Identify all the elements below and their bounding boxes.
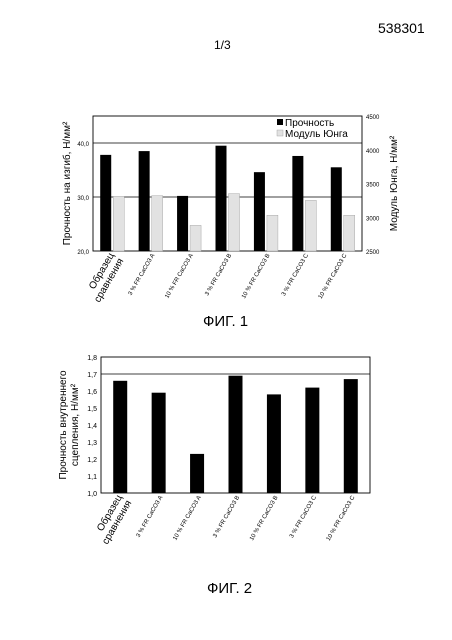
bar-internal-bond bbox=[190, 454, 204, 493]
bar-internal-bond bbox=[113, 381, 127, 493]
x-tick-label: 3 % FR CaCO3 C bbox=[289, 494, 318, 539]
x-tick-label: 10 % FR CaCO3 B bbox=[249, 495, 280, 542]
y-tick-label: 1,3 bbox=[87, 440, 97, 447]
y-tick-label: 1,7 bbox=[87, 372, 97, 379]
figure-1-label: ФИГ. 1 bbox=[203, 313, 248, 330]
y-tick-label: 1,4 bbox=[87, 423, 97, 430]
y-tick-label: 1,5 bbox=[87, 406, 97, 413]
bar-internal-bond bbox=[152, 393, 166, 493]
bar-internal-bond bbox=[305, 388, 319, 493]
bar-internal-bond bbox=[267, 394, 281, 493]
x-tick-label: 10 % FR CaCO3 C bbox=[326, 494, 357, 542]
x-tick-label: Образецсравнения bbox=[90, 492, 135, 546]
y-tick-label: 1,8 bbox=[87, 355, 97, 362]
y-tick-label: 1,2 bbox=[87, 457, 97, 464]
y-axis-title: Прочность внутреннегосцепления, Н/мм² bbox=[58, 370, 81, 480]
y-tick-label: 1,0 bbox=[87, 491, 97, 498]
x-tick-label: 3 % FR CaCO3 B bbox=[212, 495, 241, 539]
figure-2-label: ФИГ. 2 bbox=[207, 580, 252, 597]
bar-internal-bond bbox=[229, 376, 243, 493]
x-tick-label: 3 % FR CaCO3 A bbox=[136, 495, 165, 539]
y-tick-label: 1,1 bbox=[87, 474, 97, 481]
y-tick-label: 1,6 bbox=[87, 389, 97, 396]
bar-internal-bond bbox=[344, 379, 358, 493]
x-tick-label: 10 % FR CaCO3 A bbox=[172, 495, 202, 542]
